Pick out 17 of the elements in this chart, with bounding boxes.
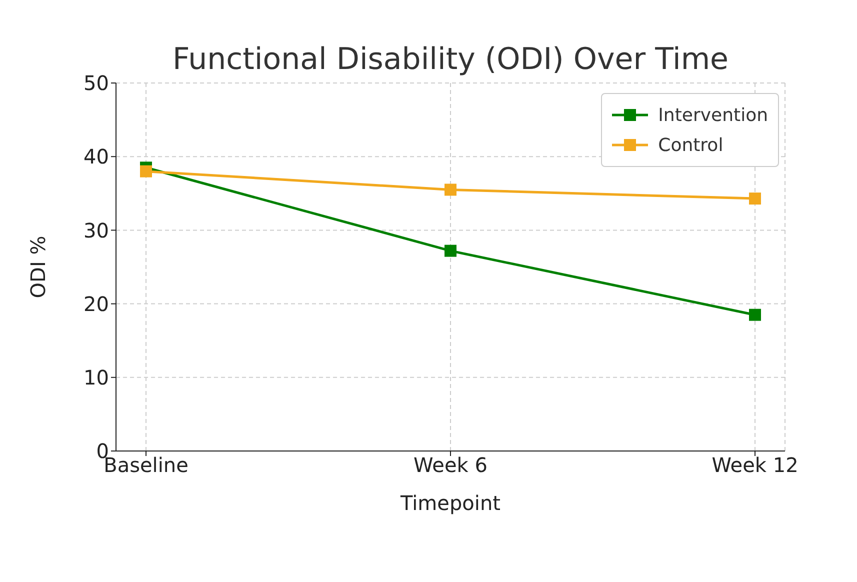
y-tick-label: 40 — [84, 144, 109, 169]
y-tick-label: 50 — [84, 71, 109, 96]
y-tick-label: 10 — [84, 366, 109, 390]
point — [444, 244, 456, 257]
x-tick-label: Week 12 — [712, 453, 798, 478]
point — [140, 165, 152, 178]
chart-title: Functional Disability (ODI) Over Time — [171, 42, 730, 77]
legend-label: Intervention — [658, 104, 768, 126]
y-tick-label: 30 — [84, 218, 109, 242]
x-tick-label: Week 6 — [414, 453, 488, 478]
legend-label: Control — [658, 134, 724, 156]
y-tick-label: 20 — [84, 292, 109, 316]
y-axis-title: ODI % — [26, 236, 50, 298]
point — [444, 184, 456, 196]
x-axis-title: Timepoint — [400, 491, 501, 515]
point — [749, 192, 761, 205]
point — [749, 308, 761, 321]
